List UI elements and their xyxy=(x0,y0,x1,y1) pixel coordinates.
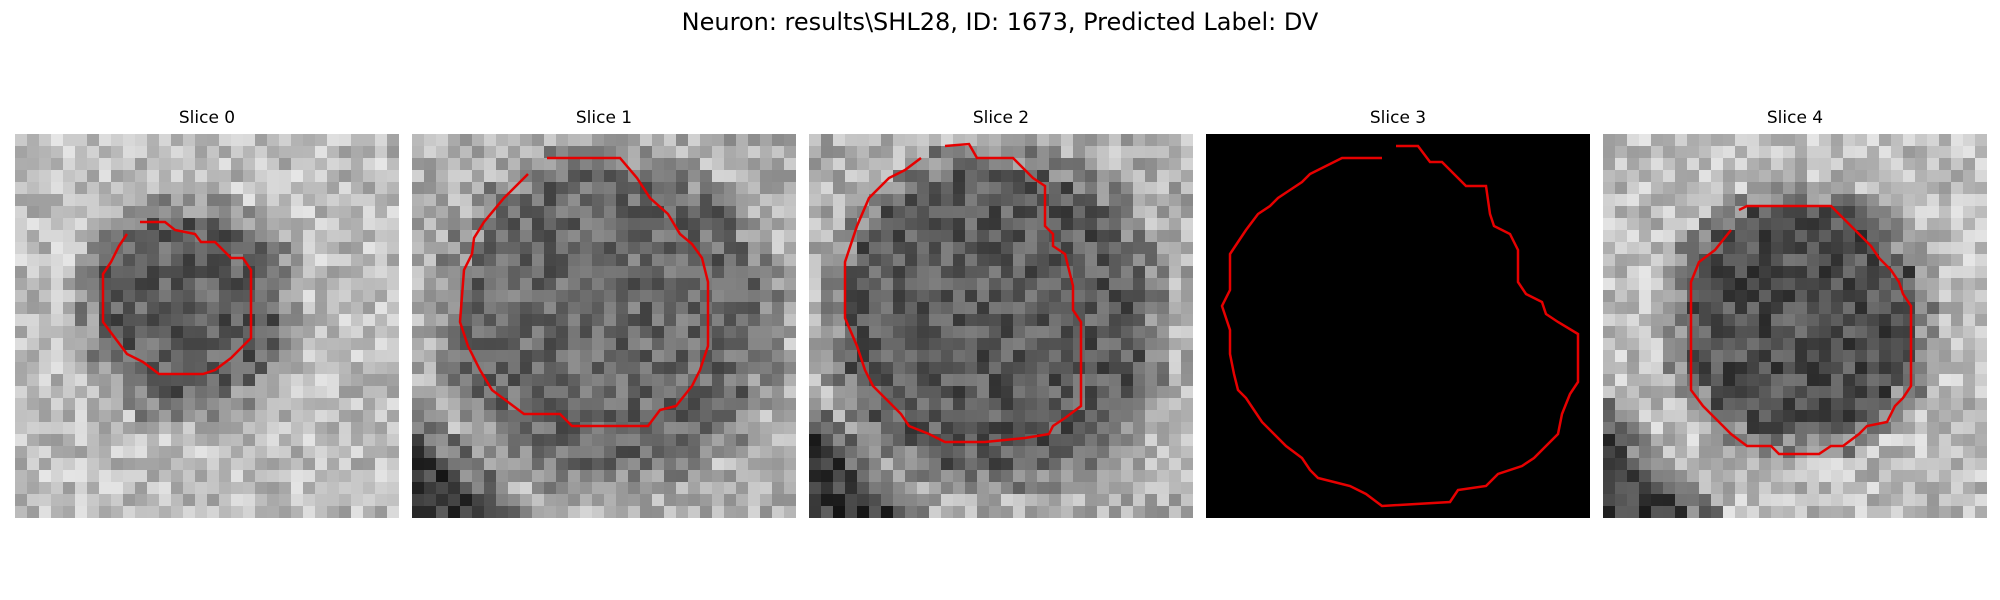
neuron-outline xyxy=(458,156,710,428)
slice-title: Slice 4 xyxy=(1766,108,1824,128)
neuron-outline xyxy=(101,220,253,376)
neuron-outline xyxy=(1689,204,1913,456)
slice-title: Slice 0 xyxy=(178,108,236,128)
slice-title: Slice 2 xyxy=(972,108,1030,128)
slice-title: Slice 1 xyxy=(575,108,633,128)
figure-title: Neuron: results\SHL28, ID: 1673, Predict… xyxy=(681,8,1319,36)
slice-title: Slice 3 xyxy=(1369,108,1427,128)
slice-image xyxy=(15,134,399,518)
neuron-outline xyxy=(1220,144,1580,508)
slice-image xyxy=(1206,134,1590,518)
slice-image xyxy=(412,134,796,518)
slice-image xyxy=(1603,134,1987,518)
neuron-outline xyxy=(843,142,1083,444)
slice-image xyxy=(809,134,1193,518)
